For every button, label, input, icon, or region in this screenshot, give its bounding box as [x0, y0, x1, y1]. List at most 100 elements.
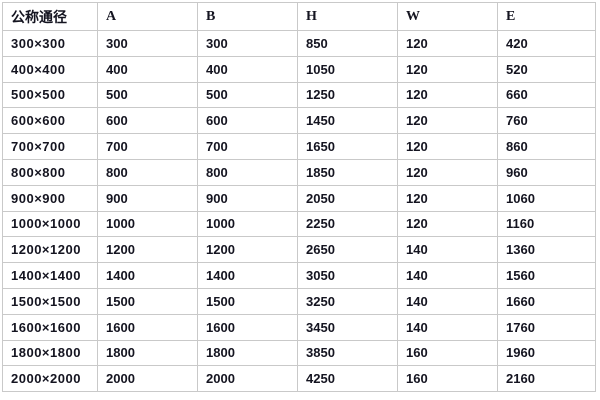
cell-h: 1450: [297, 107, 398, 135]
cell-a: 1600: [97, 313, 198, 341]
cell-w: 120: [397, 210, 498, 238]
table-row: 800×800 800 800 1850 120 960: [2, 158, 596, 186]
header-row: 公称通径 A B H W E: [2, 2, 596, 31]
cell-nominal-diameter: 500×500: [2, 81, 98, 109]
cell-e: 760: [497, 107, 596, 135]
cell-a: 400: [97, 55, 198, 83]
cell-a: 300: [97, 30, 198, 57]
cell-nominal-diameter: 1000×1000: [2, 210, 98, 238]
cell-a: 2000: [97, 365, 198, 393]
table-row: 1200×1200 1200 1200 2650 140 1360: [2, 236, 596, 264]
cell-a: 1200: [97, 236, 198, 264]
cell-h: 850: [297, 30, 398, 57]
cell-h: 3850: [297, 339, 398, 367]
cell-w: 120: [397, 81, 498, 109]
cell-w: 120: [397, 158, 498, 186]
cell-e: 1960: [497, 339, 596, 367]
cell-a: 1400: [97, 262, 198, 289]
cell-w: 120: [397, 107, 498, 135]
column-header-a: A: [97, 2, 198, 31]
cell-nominal-diameter: 1200×1200: [2, 236, 98, 264]
cell-a: 500: [97, 81, 198, 109]
cell-nominal-diameter: 700×700: [2, 133, 98, 160]
cell-b: 1200: [197, 236, 298, 264]
cell-h: 3050: [297, 262, 398, 289]
cell-w: 140: [397, 262, 498, 289]
cell-w: 120: [397, 30, 498, 57]
cell-h: 1050: [297, 55, 398, 83]
cell-nominal-diameter: 300×300: [2, 30, 98, 57]
table-row: 600×600 600 600 1450 120 760: [2, 107, 596, 135]
cell-e: 420: [497, 30, 596, 57]
cell-h: 2650: [297, 236, 398, 264]
cell-e: 1160: [497, 210, 596, 238]
cell-w: 140: [397, 313, 498, 341]
table-row: 1800×1800 1800 1800 3850 160 1960: [2, 339, 596, 367]
cell-b: 900: [197, 184, 298, 212]
cell-b: 400: [197, 55, 298, 83]
cell-w: 120: [397, 133, 498, 160]
cell-e: 860: [497, 133, 596, 160]
cell-b: 600: [197, 107, 298, 135]
table-row: 300×300 300 300 850 120 420: [2, 30, 596, 57]
table-row: 1600×1600 1600 1600 3450 140 1760: [2, 313, 596, 341]
cell-b: 300: [197, 30, 298, 57]
cell-h: 1650: [297, 133, 398, 160]
column-header-e: E: [497, 2, 596, 31]
cell-h: 2250: [297, 210, 398, 238]
cell-b: 1400: [197, 262, 298, 289]
cell-e: 520: [497, 55, 596, 83]
cell-e: 2160: [497, 365, 596, 393]
cell-nominal-diameter: 900×900: [2, 184, 98, 212]
cell-b: 700: [197, 133, 298, 160]
cell-nominal-diameter: 400×400: [2, 55, 98, 83]
table-row: 2000×2000 2000 2000 4250 160 2160: [2, 365, 596, 393]
cell-w: 160: [397, 365, 498, 393]
column-header-nominal-diameter: 公称通径: [2, 2, 98, 31]
cell-w: 120: [397, 184, 498, 212]
table-body: 300×300 300 300 850 120 420 400×400 400 400 1050 1…: [2, 30, 596, 393]
cell-nominal-diameter: 1800×1800: [2, 339, 98, 367]
cell-nominal-diameter: 600×600: [2, 107, 98, 135]
cell-b: 500: [197, 81, 298, 109]
cell-nominal-diameter: 1600×1600: [2, 313, 98, 341]
cell-e: 1760: [497, 313, 596, 341]
cell-a: 600: [97, 107, 198, 135]
table-row: 1400×1400 1400 1400 3050 140 1560: [2, 262, 596, 289]
cell-b: 1600: [197, 313, 298, 341]
cell-w: 140: [397, 236, 498, 264]
cell-a: 800: [97, 158, 198, 186]
cell-nominal-diameter: 2000×2000: [2, 365, 98, 393]
table-row: 700×700 700 700 1650 120 860: [2, 133, 596, 160]
column-header-w: W: [397, 2, 498, 31]
cell-e: 660: [497, 81, 596, 109]
table-row: 400×400 400 400 1050 120 520: [2, 55, 596, 83]
cell-h: 3450: [297, 313, 398, 341]
cell-nominal-diameter: 1500×1500: [2, 287, 98, 315]
cell-e: 1060: [497, 184, 596, 212]
cell-a: 1800: [97, 339, 198, 367]
cell-e: 1660: [497, 287, 596, 315]
cell-b: 800: [197, 158, 298, 186]
table-row: 500×500 500 500 1250 120 660: [2, 81, 596, 109]
cell-b: 1800: [197, 339, 298, 367]
cell-h: 4250: [297, 365, 398, 393]
cell-nominal-diameter: 1400×1400: [2, 262, 98, 289]
cell-e: 1360: [497, 236, 596, 264]
cell-w: 140: [397, 287, 498, 315]
cell-h: 1850: [297, 158, 398, 186]
table-row: 1000×1000 1000 1000 2250 120 1160: [2, 210, 596, 238]
cell-nominal-diameter: 800×800: [2, 158, 98, 186]
cell-b: 2000: [197, 365, 298, 393]
column-header-h: H: [297, 2, 398, 31]
cell-a: 1500: [97, 287, 198, 315]
cell-e: 1560: [497, 262, 596, 289]
cell-a: 900: [97, 184, 198, 212]
spec-table: 公称通径 A B H W E 300×300 300 300 850 120 420 400×400 4…: [2, 2, 596, 393]
cell-w: 120: [397, 55, 498, 83]
cell-w: 160: [397, 339, 498, 367]
table-row: 1500×1500 1500 1500 3250 140 1660: [2, 287, 596, 315]
table-row: 900×900 900 900 2050 120 1060: [2, 184, 596, 212]
cell-h: 1250: [297, 81, 398, 109]
cell-e: 960: [497, 158, 596, 186]
